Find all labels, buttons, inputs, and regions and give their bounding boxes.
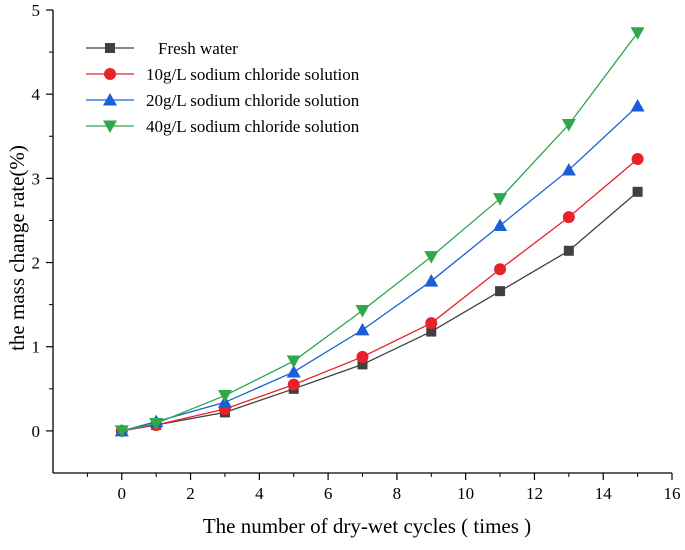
data-point xyxy=(630,98,645,112)
legend-marker xyxy=(105,43,115,53)
legend-label: Fresh water xyxy=(158,39,238,58)
x-tick-label: 16 xyxy=(664,484,681,503)
legend-marker xyxy=(103,93,117,106)
data-point xyxy=(493,218,508,232)
y-tick-label: 0 xyxy=(32,422,41,441)
series-line xyxy=(121,105,639,432)
series-2 xyxy=(115,153,644,437)
series-line xyxy=(121,158,639,432)
data-point xyxy=(357,359,368,370)
legend-marker xyxy=(104,68,116,80)
data-point xyxy=(562,211,575,224)
y-tick-label: 2 xyxy=(32,254,41,273)
legend-entry-1: Fresh water xyxy=(86,39,238,58)
series-4 xyxy=(114,27,645,438)
legend-marker xyxy=(103,120,117,133)
series-3 xyxy=(114,98,645,437)
series-group xyxy=(114,27,645,438)
y-tick-label: 3 xyxy=(32,169,41,188)
data-point xyxy=(149,417,164,431)
data-point xyxy=(355,305,370,318)
data-point xyxy=(425,317,438,330)
x-tick-label: 0 xyxy=(118,484,127,503)
legend-label: 40g/L sodium chloride solution xyxy=(146,117,360,136)
series-line xyxy=(121,191,639,432)
y-tick-label: 1 xyxy=(32,338,41,357)
data-point xyxy=(286,364,301,378)
data-point xyxy=(494,263,507,276)
data-point xyxy=(493,193,508,206)
data-point xyxy=(356,350,369,363)
x-tick-label: 12 xyxy=(526,484,543,503)
x-tick-label: 6 xyxy=(324,484,333,503)
legend-label: 20g/L sodium chloride solution xyxy=(146,91,360,110)
data-point xyxy=(217,390,232,403)
legend-entry-3: 20g/L sodium chloride solution xyxy=(86,91,360,110)
data-point xyxy=(630,27,645,40)
data-point xyxy=(114,425,129,438)
data-point xyxy=(561,118,576,132)
x-axis-title: The number of dry-wet cycles ( times ) xyxy=(203,514,531,538)
x-tick-label: 14 xyxy=(595,484,613,503)
data-point xyxy=(287,378,300,391)
legend: Fresh water 10g/L sodium chloride solutio… xyxy=(86,39,360,136)
y-axis-title: the mass change rate(%) xyxy=(5,145,29,351)
data-point xyxy=(424,251,439,264)
x-tick-label: 10 xyxy=(457,484,474,503)
data-point xyxy=(561,162,576,176)
legend-entry-2: 10g/L sodium chloride solution xyxy=(86,65,360,84)
x-tick-label: 8 xyxy=(393,484,402,503)
legend-label: 10g/L sodium chloride solution xyxy=(146,65,360,84)
x-tick-label: 2 xyxy=(186,484,195,503)
data-point xyxy=(632,186,643,197)
data-point xyxy=(355,322,370,336)
series-1 xyxy=(116,186,643,436)
y-tick-label: 5 xyxy=(32,1,41,20)
data-point xyxy=(495,286,506,297)
data-point xyxy=(426,326,437,337)
data-point xyxy=(631,153,644,166)
y-tick-label: 4 xyxy=(32,85,41,104)
data-point xyxy=(563,245,574,256)
x-tick-label: 4 xyxy=(255,484,264,503)
data-point xyxy=(424,274,439,287)
legend-entry-4: 40g/L sodium chloride solution xyxy=(86,117,360,136)
data-point xyxy=(286,355,301,369)
